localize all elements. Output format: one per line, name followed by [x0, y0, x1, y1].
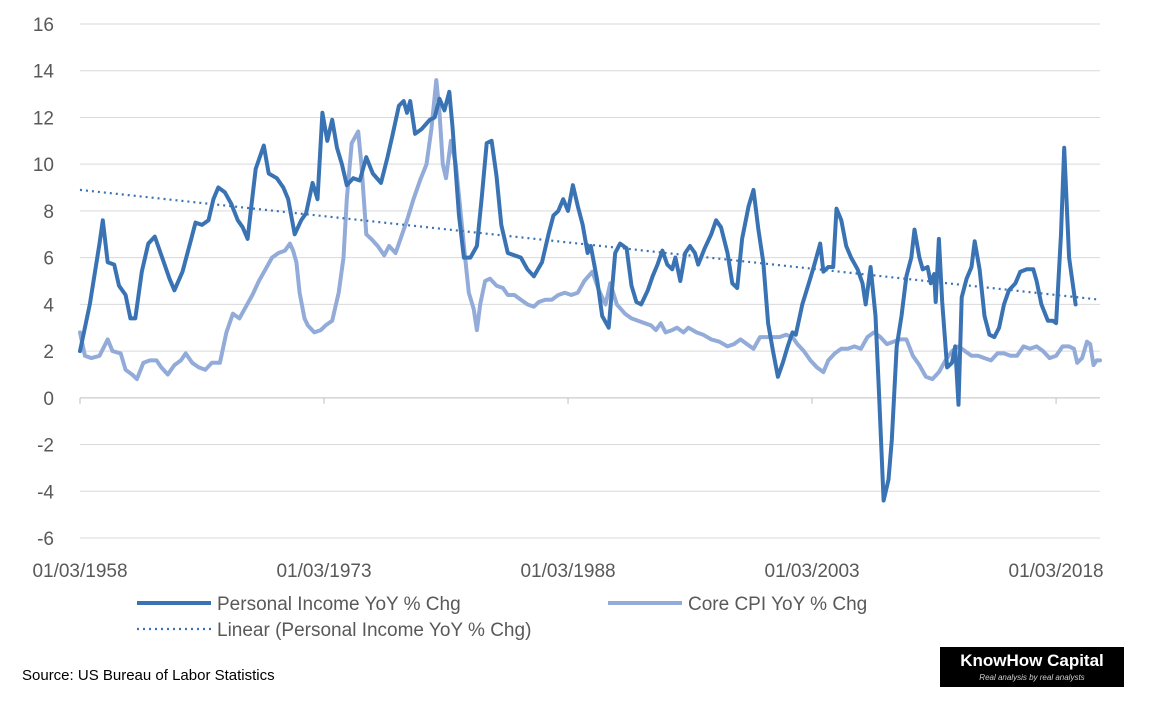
y-tick-label: 2: [43, 342, 54, 363]
legend-label-2: Linear (Personal Income YoY % Chg): [217, 620, 531, 641]
y-tick-label: 0: [43, 389, 54, 410]
legend-label-0: Personal Income YoY % Chg: [217, 594, 461, 615]
x-tick-label: 01/03/2003: [765, 561, 860, 582]
y-tick-label: 10: [33, 155, 54, 176]
series-line-0: [78, 89, 1078, 503]
plot-area: [78, 78, 1102, 503]
y-tick-label: 16: [33, 15, 54, 36]
y-tick-label: 8: [43, 202, 54, 223]
y-tick-label: -4: [37, 482, 54, 503]
gridlines: [80, 23, 1100, 539]
y-tick-label: 6: [43, 249, 54, 270]
brand-logo: KnowHow Capital Real analysis by real an…: [940, 647, 1124, 687]
line-chart: -6 -4 -2 0 2 4 6 8 10 12 14 16 01/03/1958 01/03/1973…: [32, 15, 1104, 641]
source-note: Source: US Bureau of Labor Statistics: [22, 667, 275, 684]
logo-tagline: Real analysis by real analysts: [979, 673, 1085, 682]
legend-label-1: Core CPI YoY % Chg: [688, 594, 867, 615]
y-tick-label: 12: [33, 108, 54, 129]
x-tick-label: 01/03/1958: [32, 561, 127, 582]
x-tick-label: 01/03/1973: [276, 561, 371, 582]
y-axis-ticks: -6 -4 -2 0 2 4 6 8 10 12 14 16: [33, 15, 55, 550]
series-line-1: [78, 78, 1102, 382]
y-tick-label: -6: [37, 529, 54, 550]
y-tick-label: 4: [43, 295, 54, 316]
y-tick-label: 14: [33, 62, 55, 83]
y-tick-label: -2: [37, 436, 54, 457]
logo-name: KnowHow Capital: [960, 651, 1104, 670]
legend: Personal Income YoY % Chg Core CPI YoY % …: [137, 594, 867, 641]
x-tick-label: 01/03/2018: [1009, 561, 1104, 582]
x-axis-ticks: 01/03/1958 01/03/1973 01/03/1988 01/03/2003…: [32, 397, 1104, 582]
x-tick-label: 01/03/1988: [520, 561, 615, 582]
